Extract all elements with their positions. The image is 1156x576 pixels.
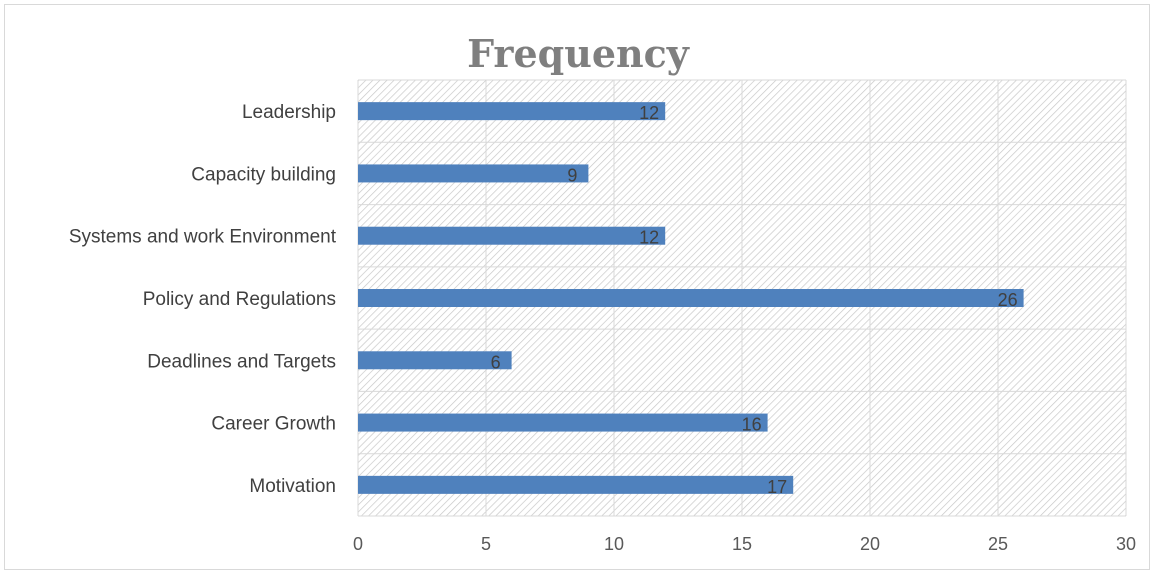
category-labels: Leadership Capacity building Systems and w… [69, 102, 337, 497]
data-label: 16 [742, 415, 762, 435]
bar [358, 226, 666, 245]
bar [358, 289, 1024, 307]
category-label: Systems and work Environment [69, 227, 337, 248]
category-label: Deadlines and Targets [147, 351, 336, 372]
bar [358, 351, 512, 370]
category-label: Motivation [249, 476, 336, 497]
bar [358, 475, 794, 494]
gridlines [357, 79, 1127, 517]
bar [358, 164, 589, 183]
bar [358, 102, 666, 121]
x-tick-label: 15 [732, 534, 752, 554]
x-tick-label: 25 [988, 534, 1008, 554]
bar [358, 413, 768, 432]
category-label: Leadership [242, 102, 336, 123]
category-label: Career Growth [211, 414, 336, 435]
chart-title: Frequency [467, 31, 690, 76]
data-label: 9 [567, 165, 577, 185]
data-label: 12 [639, 103, 659, 123]
data-label: 26 [998, 290, 1018, 310]
data-labels: 12 9 12 26 6 16 17 [491, 103, 1018, 497]
category-label: Policy and Regulations [143, 289, 336, 310]
data-label: 12 [639, 228, 659, 248]
x-tick-label: 10 [604, 534, 624, 554]
x-tick-label: 20 [860, 534, 880, 554]
bars [358, 102, 1024, 494]
x-tick-label: 5 [481, 534, 491, 554]
data-label: 6 [491, 352, 501, 372]
x-tick-label: 0 [353, 534, 363, 554]
data-label: 17 [767, 477, 787, 497]
x-tick-labels: 0 5 10 15 20 25 30 [353, 534, 1136, 554]
x-tick-label: 30 [1116, 534, 1136, 554]
category-label: Capacity building [191, 164, 336, 185]
